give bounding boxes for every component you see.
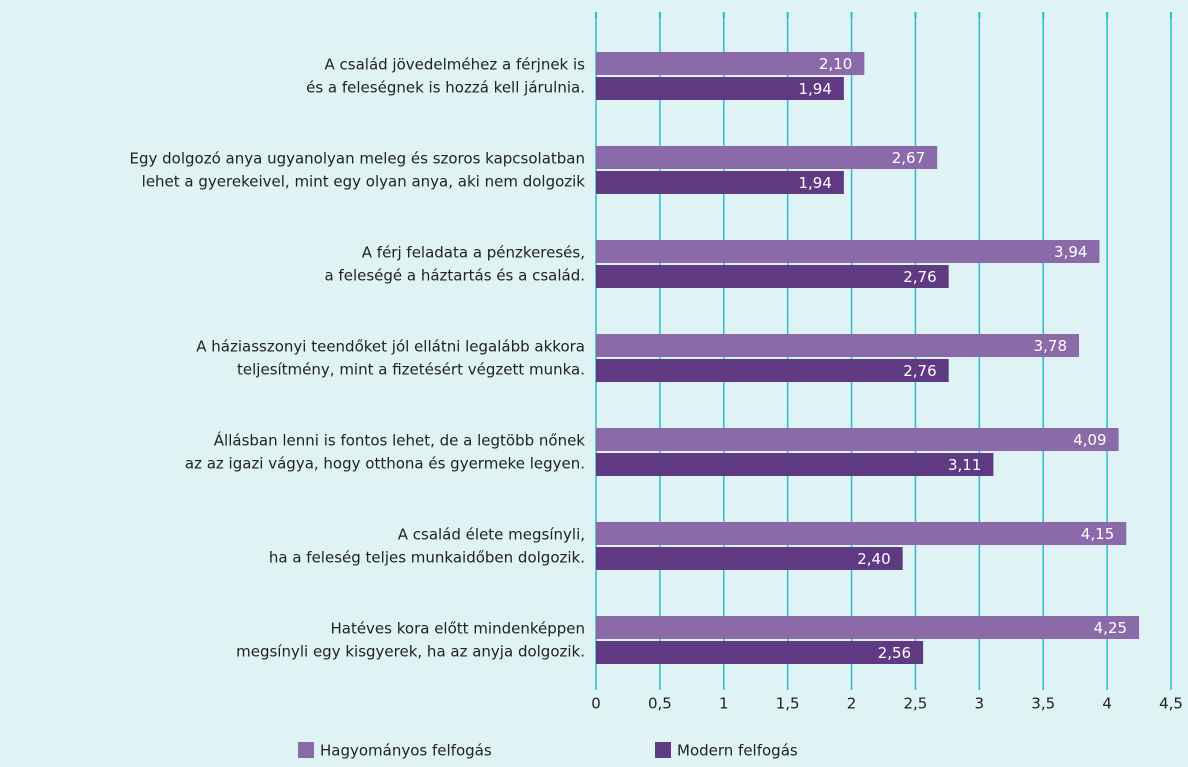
value-label: 2,76 xyxy=(903,362,936,380)
category-label: és a feleségnek is hozzá kell járulnia. xyxy=(306,79,585,97)
legend-label: Hagyományos felfogás xyxy=(320,742,492,760)
value-label: 2,40 xyxy=(857,550,890,568)
x-tick-label: 1 xyxy=(719,695,729,713)
x-tick-label: 0,5 xyxy=(648,695,672,713)
bar xyxy=(596,171,844,194)
category-label: teljesítmény, mint a fizetésért végzett … xyxy=(237,361,585,379)
bar xyxy=(596,547,903,570)
category-label: ha a feleség teljes munkaidőben dolgozik… xyxy=(269,549,585,567)
category-label: Hatéves kora előtt mindenképpen xyxy=(330,620,585,638)
value-label: 3,11 xyxy=(948,456,981,474)
category-label: megsínyli egy kisgyerek, ha az anyja dol… xyxy=(236,643,585,661)
x-tick-label: 4 xyxy=(1102,695,1112,713)
value-label: 3,94 xyxy=(1054,243,1087,261)
value-label: 4,09 xyxy=(1073,431,1106,449)
legend-swatch xyxy=(298,742,314,758)
bar xyxy=(596,265,949,288)
bar xyxy=(596,453,994,476)
category-label: A család élete megsínyli, xyxy=(398,526,585,544)
bar xyxy=(596,359,949,382)
value-label: 1,94 xyxy=(798,80,831,98)
value-label: 2,76 xyxy=(903,268,936,286)
category-label: lehet a gyerekeivel, mint egy olyan anya… xyxy=(142,173,586,191)
category-label: a feleségé a háztartás és a család. xyxy=(324,267,585,285)
bar xyxy=(596,52,865,75)
value-label: 1,94 xyxy=(798,174,831,192)
bar xyxy=(596,641,924,664)
legend-label: Modern felfogás xyxy=(677,742,798,760)
value-label: 2,67 xyxy=(892,149,925,167)
category-label: Egy dolgozó anya ugyanolyan meleg és szo… xyxy=(130,150,586,168)
category-label: Állásban lenni is fontos lehet, de a leg… xyxy=(214,431,586,450)
bar xyxy=(596,334,1079,357)
x-tick-label: 0 xyxy=(591,695,601,713)
value-label: 4,25 xyxy=(1094,619,1127,637)
value-label: 4,15 xyxy=(1081,525,1114,543)
category-label: A háziasszonyi teendőket jól ellátni leg… xyxy=(196,338,585,356)
category-label: az az igazi vágya, hogy otthona és gyerm… xyxy=(185,455,585,473)
x-tick-label: 3 xyxy=(975,695,985,713)
bar xyxy=(596,240,1100,263)
legend-swatch xyxy=(655,742,671,758)
x-tick-label: 2,5 xyxy=(904,695,928,713)
value-label: 3,78 xyxy=(1034,337,1067,355)
x-tick-label: 1,5 xyxy=(776,695,800,713)
bar xyxy=(596,146,938,169)
bar xyxy=(596,522,1127,545)
category-label: A férj feladata a pénzkeresés, xyxy=(362,244,585,262)
category-label: A család jövedelméhez a férjnek is xyxy=(325,56,586,74)
value-label: 2,10 xyxy=(819,55,852,73)
x-tick-label: 4,5 xyxy=(1159,695,1183,713)
x-tick-label: 2 xyxy=(847,695,857,713)
x-tick-label: 3,5 xyxy=(1031,695,1055,713)
bar xyxy=(596,616,1140,639)
bar xyxy=(596,77,844,100)
value-label: 2,56 xyxy=(878,644,911,662)
bar xyxy=(596,428,1119,451)
